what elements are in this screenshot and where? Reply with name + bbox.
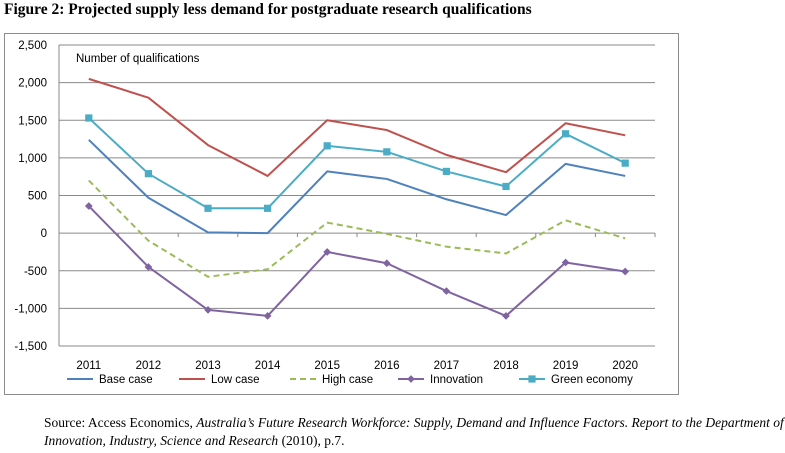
legend-item: Green economy [519, 374, 633, 386]
data-point [621, 267, 630, 276]
series-base-case [88, 139, 626, 235]
y-tick-label: 1,000 [18, 153, 47, 165]
data-point [204, 305, 212, 314]
data-point [502, 182, 510, 191]
x-tick-label: 2011 [76, 360, 101, 372]
series-line [88, 77, 626, 177]
y-axis-label: Number of qualifications [76, 53, 200, 65]
legend-label: High case [322, 374, 373, 386]
legend-item: Base case [67, 374, 153, 386]
x-tick-label: 2012 [136, 360, 162, 372]
source-prefix: Source: Access Economics, [44, 415, 197, 430]
series-low-case [88, 77, 626, 177]
legend-label: Low case [211, 374, 260, 386]
x-tick-label: 2018 [493, 360, 519, 372]
legend-label: Green economy [551, 374, 633, 386]
data-point [442, 287, 451, 296]
data-point [561, 258, 570, 267]
legend-marker [528, 375, 536, 383]
y-tick-labels: -1,500 -1,000 -500 0 500 1,000 1,500 2,000 2,500 [14, 40, 47, 353]
source-title: Australia’s Future Research Workforce: S… [44, 415, 784, 448]
y-tick-label: 2,500 [18, 40, 47, 52]
line-chart: -1,500 -1,000 -500 0 500 1,000 1,500 2,000 2,500… [14, 40, 656, 386]
data-point [323, 142, 331, 150]
series-line [88, 117, 626, 210]
y-tick-label: 0 [41, 228, 47, 240]
data-point [621, 159, 629, 167]
data-point [85, 114, 93, 122]
legend: Base case Low case High case Innovation Gree… [67, 374, 633, 386]
legend-item: Innovation [398, 374, 483, 386]
x-tick-label: 2015 [314, 360, 340, 372]
y-tick-label: -1,000 [14, 303, 47, 315]
y-tick-label: -1,500 [14, 341, 47, 353]
legend-item: Low case [179, 374, 260, 386]
x-tick-label: 2016 [374, 360, 400, 372]
x-tick-labels: 2011 2012 2013 2014 2015 2016 2017 2018 2019 2020 [76, 360, 638, 372]
y-tick-label: 500 [28, 191, 47, 203]
figure-title: Figure 2: Projected supply less demand f… [4, 1, 532, 18]
data-point [323, 247, 332, 256]
x-tick-label: 2020 [612, 360, 638, 372]
legend-marker [407, 375, 415, 383]
series-lines [84, 77, 630, 320]
gridlines [59, 44, 655, 347]
data-point [144, 170, 152, 178]
x-tick-label: 2017 [434, 360, 460, 372]
y-tick-label: 1,500 [18, 115, 47, 127]
source-suffix: (2010), p.7. [278, 433, 345, 448]
legend-label: Base case [99, 374, 153, 386]
source-note: Source: Access Economics, Australia’s Fu… [44, 414, 784, 450]
x-tick-label: 2019 [553, 360, 579, 372]
data-point [264, 204, 272, 212]
data-point [204, 204, 212, 212]
data-point [502, 311, 510, 320]
x-tick-label: 2014 [255, 360, 281, 372]
chart-container: -1,500 -1,000 -500 0 500 1,000 1,500 2,000 2,500… [4, 33, 679, 395]
series-innovation [84, 202, 630, 320]
data-point [383, 148, 391, 156]
series-line [88, 139, 626, 235]
data-point [382, 259, 391, 268]
axes [58, 45, 656, 346]
data-point [84, 202, 93, 210]
data-point [263, 311, 272, 320]
data-point [562, 130, 570, 138]
legend-item: High case [290, 374, 373, 386]
data-point [442, 167, 450, 176]
x-tick-label: 2013 [195, 360, 221, 372]
y-tick-label: -500 [24, 266, 47, 278]
series-line [88, 205, 626, 317]
series-green-economy [85, 114, 629, 212]
legend-label: Innovation [430, 374, 483, 386]
y-tick-label: 2,000 [18, 78, 47, 90]
data-point [144, 263, 153, 271]
series-high-case [88, 179, 626, 278]
series-line [88, 179, 626, 278]
